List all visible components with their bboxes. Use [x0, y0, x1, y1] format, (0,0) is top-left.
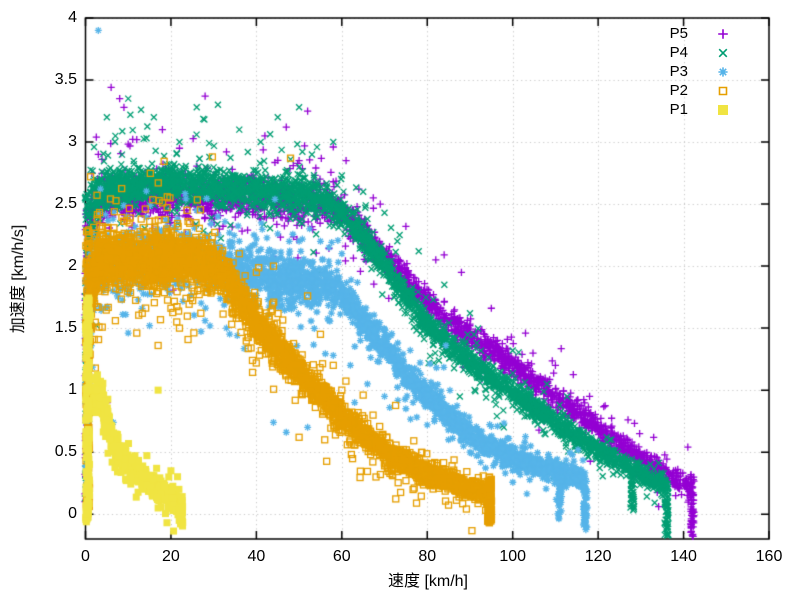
y-tick-label: 2 — [68, 257, 77, 275]
y-tick-label: 4 — [68, 9, 77, 26]
y-tick-label: 3 — [68, 133, 77, 151]
y-tick-label: 1.5 — [54, 319, 77, 337]
y-tick-label: 2.5 — [54, 195, 77, 213]
legend-label: P5 — [669, 25, 688, 42]
legend-item-P1: P1 — [600, 100, 758, 119]
legend-label: P1 — [669, 101, 688, 118]
legend-marker — [688, 26, 758, 42]
legend-label: P4 — [669, 44, 688, 61]
x-tick-label: 0 — [81, 548, 90, 565]
legend-item-P4: P4 — [600, 43, 758, 62]
legend-label: P2 — [669, 82, 688, 99]
x-tick-label: 60 — [332, 548, 351, 565]
y-tick-label: 0 — [68, 505, 77, 523]
legend-item-P2: P2 — [600, 81, 758, 100]
legend-marker — [688, 83, 758, 99]
y-tick-label: 1 — [68, 381, 77, 399]
legend-label: P3 — [669, 63, 688, 80]
square-open-marker-icon — [718, 86, 728, 95]
cross-marker-icon — [718, 48, 728, 57]
square-filled-marker-icon — [718, 104, 728, 115]
legend-marker — [688, 64, 758, 80]
x-axis-title: 速度 [km/h] — [387, 573, 469, 590]
legend-marker — [688, 102, 758, 118]
x-tick-label: 20 — [162, 548, 180, 565]
x-tick-label: 160 — [755, 548, 783, 565]
legend-item-P3: P3 — [600, 62, 758, 81]
legend: P5 P4 P3 P2 P1 — [600, 24, 758, 119]
x-tick-label: 100 — [499, 548, 527, 565]
legend-marker — [688, 45, 758, 61]
y-tick-label: 3.5 — [54, 71, 77, 89]
asterisk-marker-icon — [718, 66, 728, 77]
plus-marker-icon — [718, 28, 728, 39]
x-tick-label: 40 — [247, 548, 266, 565]
legend-item-P5: P5 — [600, 24, 758, 43]
x-tick-label: 140 — [670, 548, 697, 565]
x-tick-label: 120 — [584, 548, 612, 565]
y-tick-label: 0.5 — [54, 443, 77, 461]
x-tick-label: 80 — [418, 548, 437, 565]
y-axis-title: 加速度 [km/h/s] — [10, 224, 27, 334]
